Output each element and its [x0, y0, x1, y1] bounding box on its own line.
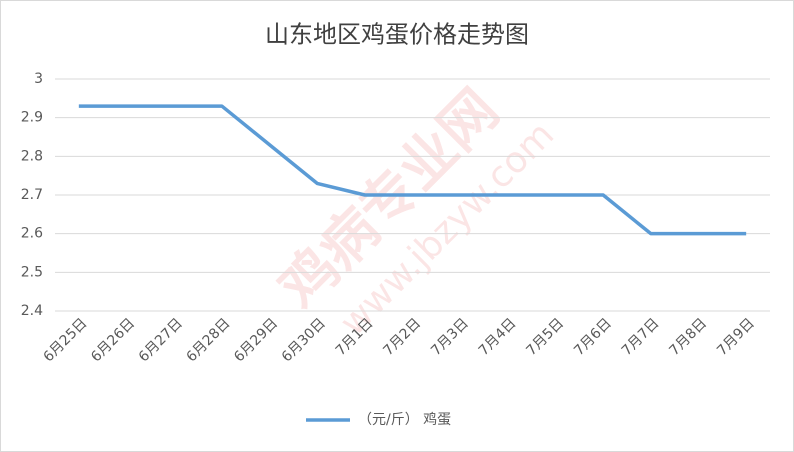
- chart-title: 山东地区鸡蛋价格走势图: [265, 21, 529, 49]
- y-tick-label: 2.7: [21, 187, 43, 203]
- line: [78, 104, 747, 236]
- y-tick-label: 2.4: [21, 303, 43, 319]
- legend-label: （元/斤） 鸡蛋: [358, 411, 451, 428]
- y-tick-label: 2.8: [21, 148, 43, 164]
- y-tick-label: 2.9: [21, 110, 43, 126]
- y-tick-label: 3: [34, 71, 43, 87]
- y-tick-label: 2.6: [21, 226, 43, 242]
- y-tick-label: 2.5: [21, 264, 43, 280]
